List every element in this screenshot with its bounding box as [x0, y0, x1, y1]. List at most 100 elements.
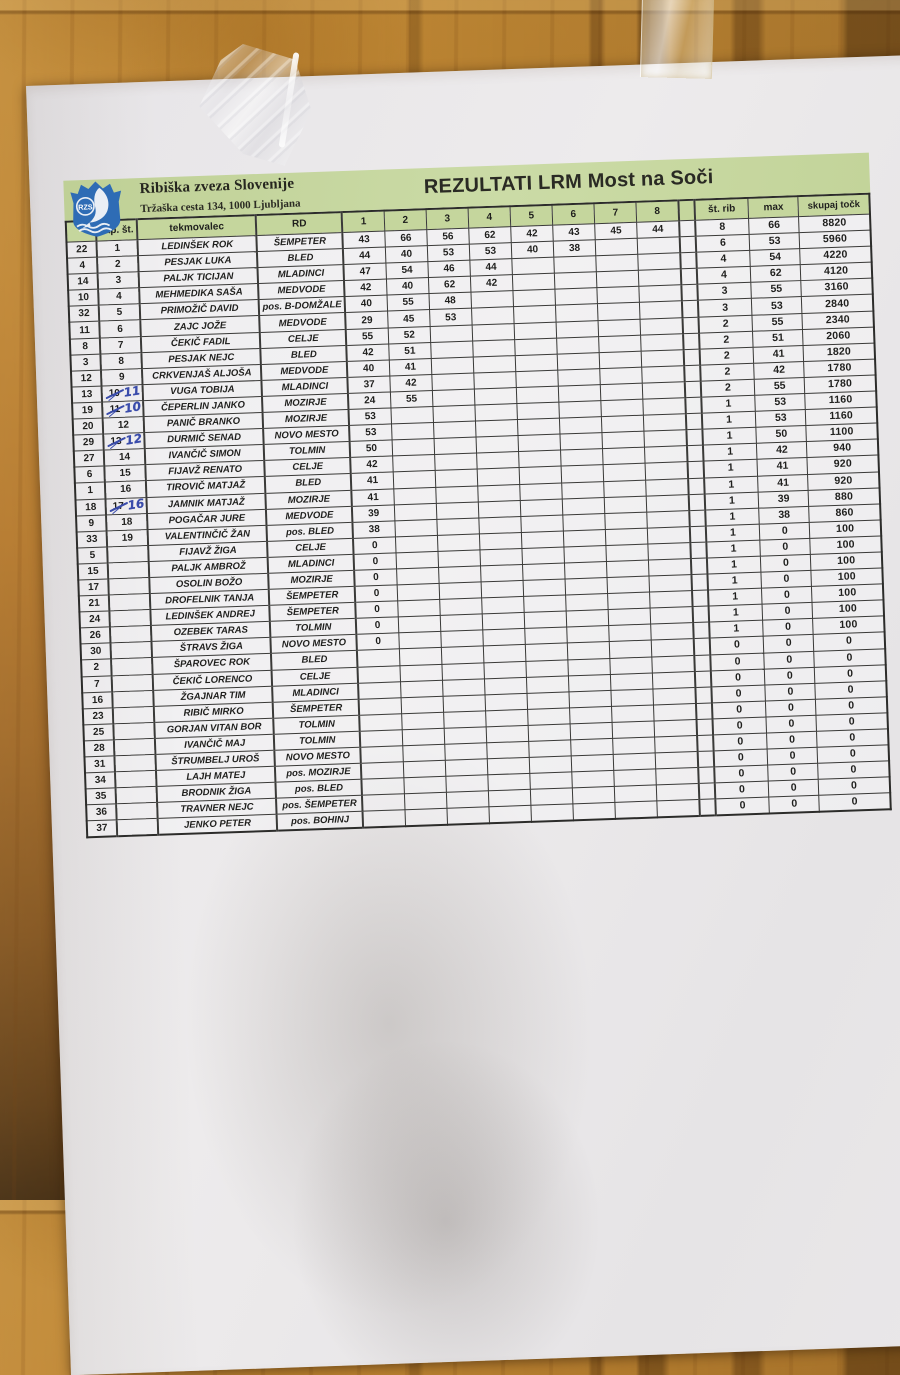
cell-catch-7 [613, 753, 656, 771]
cell-catch-6 [561, 464, 604, 483]
cell-fish-count: 1 [706, 556, 762, 575]
cell-catch-7 [609, 656, 653, 675]
cell-catch-5 [522, 562, 566, 581]
cell-catch-8 [648, 558, 692, 577]
cell-catch-5 [525, 659, 569, 678]
cell-catch-6: 38 [553, 239, 596, 258]
cell-catch-3 [432, 388, 475, 407]
cell-rank: 3 [97, 271, 140, 290]
cell-spacer [693, 654, 711, 672]
cell-catch-3 [439, 581, 482, 600]
cell-start-number: 24 [79, 611, 110, 629]
cell-catch-2 [397, 599, 441, 618]
cell-catch-4 [478, 500, 521, 518]
cell-fish-count: 8 [694, 218, 750, 237]
cell-catch-3 [441, 646, 484, 664]
cell-fish-count: 1 [702, 443, 758, 462]
cell-catch-3 [440, 614, 483, 632]
cell-start-number: 36 [86, 804, 117, 822]
cell-catch-4 [479, 548, 523, 566]
cell-start-number: 9 [76, 514, 107, 532]
table-body: 22 1 LEDINŠEK ROK ŠEMPETER 43 66 56 62 42 43 45 44 8… [66, 214, 891, 838]
cell-catch-7 [595, 254, 639, 272]
cell-catch-7 [606, 560, 650, 578]
cell-spacer [681, 284, 698, 302]
cell-catch-7 [600, 399, 644, 417]
cell-catch-8 [642, 381, 685, 400]
cell-catch-5 [529, 755, 572, 774]
cell-start-number: 10 [68, 289, 99, 307]
cell-start-number: 11 [69, 321, 100, 339]
cell-fish-count: 1 [701, 411, 757, 430]
cell-catch-6 [567, 658, 611, 676]
cell-catch-7 [598, 318, 641, 337]
cell-catch-5 [514, 321, 557, 340]
cell-catch-2 [402, 744, 446, 762]
handwritten-rank-correction: 10 [123, 400, 143, 416]
cell-max-fish: 0 [760, 554, 812, 573]
cell-fish-count: 2 [698, 314, 753, 333]
cell-catch-3 [437, 549, 481, 568]
cell-catch-5 [526, 691, 570, 710]
cell-catch-2 [398, 631, 442, 650]
cell-catch-5 [519, 482, 563, 501]
cell-max-fish: 54 [749, 248, 801, 267]
cell-start-number: 3 [70, 353, 101, 371]
cell-catch-2 [394, 503, 437, 521]
cell-catch-2 [391, 438, 435, 457]
cell-spacer [691, 590, 709, 607]
cell-catch-2 [400, 696, 444, 714]
logo-text: RZS [78, 202, 93, 212]
cell-catch-2 [399, 647, 442, 666]
cell-max-fish: 0 [765, 699, 817, 717]
cell-catch-7 [611, 688, 654, 707]
cell-catch-8 [637, 252, 681, 271]
cell-catch-3 [433, 437, 477, 455]
cell-catch-1 [358, 697, 402, 716]
cell-catch-8 [641, 349, 684, 368]
cell-max-fish: 0 [766, 715, 817, 734]
cell-catch-3 [431, 372, 475, 391]
cell-catch-8 [639, 285, 682, 303]
cell-catch-2 [393, 470, 436, 489]
cell-start-number: 1 [74, 482, 106, 500]
cell-catch-1: 53 [348, 407, 392, 426]
cell-catch-4 [487, 773, 531, 792]
cell-catch-4 [483, 644, 526, 663]
cell-catch-3 [446, 807, 490, 826]
cell-catch-5 [523, 595, 567, 613]
cell-rank: 18 [106, 513, 148, 531]
cell-catch-6 [556, 336, 600, 354]
cell-catch-5 [525, 643, 568, 661]
cell-catch-3 [446, 791, 489, 809]
cell-catch-3: 46 [427, 260, 471, 278]
cell-catch-5 [515, 353, 558, 372]
cell-rank [116, 818, 159, 837]
cell-catch-2 [391, 422, 434, 441]
cell-rank [114, 754, 157, 772]
cell-rank [113, 722, 155, 740]
cell-fish-count: 0 [715, 797, 770, 816]
cell-max-fish: 0 [763, 634, 815, 653]
cell-catch-7: 45 [594, 222, 638, 240]
cell-max-fish: 62 [750, 264, 802, 283]
cell-catch-3: 62 [428, 276, 471, 294]
cell-fish-count: 0 [711, 700, 767, 719]
cell-catch-4 [488, 805, 532, 824]
cell-catch-4: 53 [469, 242, 512, 261]
cell-catch-6 [561, 481, 605, 499]
cell-rank: 9 [100, 368, 143, 386]
results-table: zap. št. tekmovalec RD 1 2 3 4 5 6 7 8 št. rib max sk… [64, 192, 892, 839]
cell-catch-3 [438, 565, 482, 584]
cell-max-fish: 42 [753, 361, 805, 380]
cell-catch-7 [600, 383, 643, 401]
cell-catch-1: 0 [356, 617, 399, 635]
cell-rank: 19 [106, 529, 149, 547]
cell-catch-6 [557, 352, 600, 370]
cell-max-fish: 0 [759, 522, 811, 541]
cell-max-fish: 0 [762, 602, 813, 621]
cell-catch-7 [599, 350, 642, 369]
handwritten-rank-correction: 12 [124, 432, 144, 448]
cell-catch-3: 56 [426, 228, 470, 246]
cell-catch-5 [511, 257, 555, 275]
